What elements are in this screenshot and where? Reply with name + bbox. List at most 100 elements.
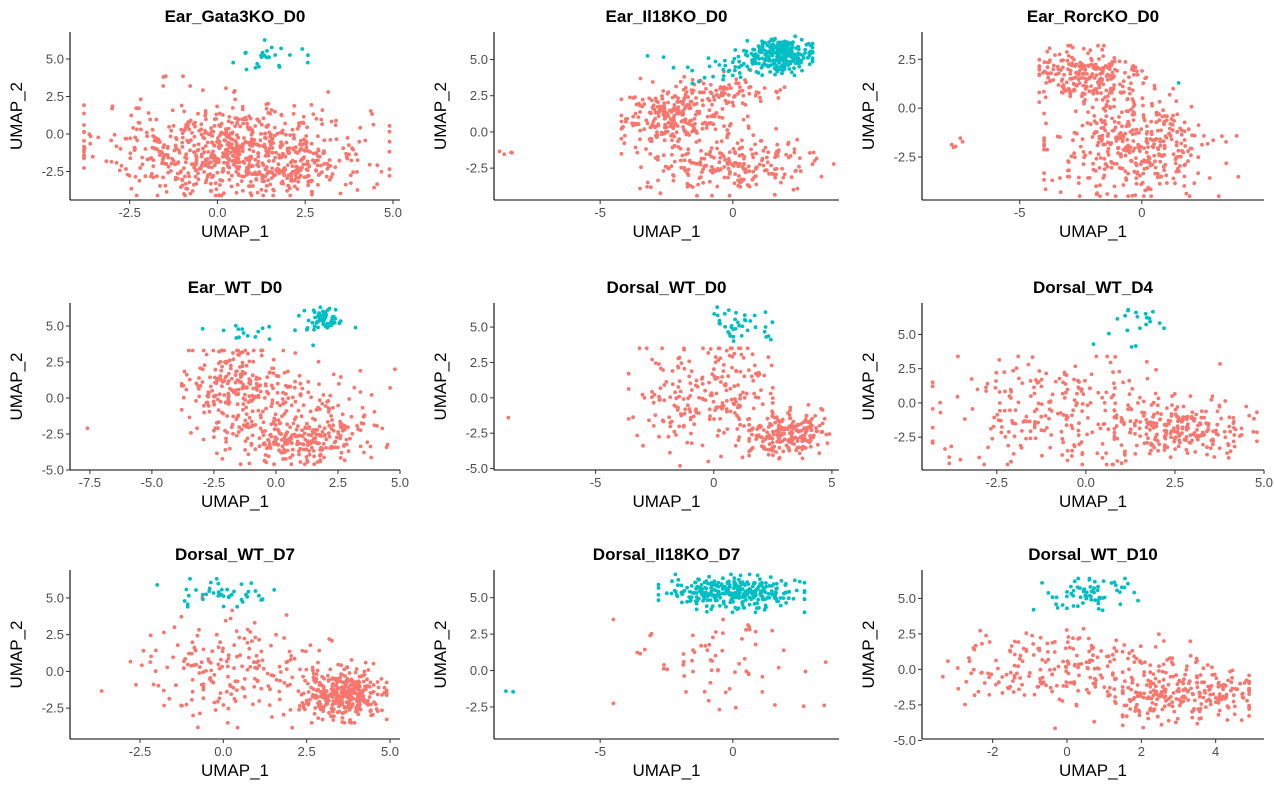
data-point [1055, 134, 1060, 139]
data-point [1117, 136, 1122, 141]
data-point [302, 308, 307, 313]
data-point [726, 175, 730, 180]
data-point [760, 690, 765, 694]
data-point [1094, 87, 1099, 92]
data-point [726, 100, 731, 104]
data-point [1157, 99, 1162, 104]
data-point [152, 138, 157, 143]
data-point [290, 725, 295, 730]
data-point [232, 162, 236, 167]
data-point [369, 708, 373, 713]
data-point [204, 130, 208, 135]
data-point [730, 365, 734, 370]
x-axis-title: UMAP_1 [201, 222, 269, 241]
data-point [745, 328, 750, 333]
data-point [297, 121, 301, 125]
data-point [253, 124, 258, 128]
data-point [715, 305, 720, 310]
data-point [717, 321, 722, 326]
data-point [82, 139, 86, 143]
data-point [264, 106, 269, 111]
data-point [676, 139, 680, 144]
data-point [173, 162, 177, 167]
data-point [202, 150, 207, 155]
data-point [271, 357, 276, 362]
data-point [342, 444, 346, 448]
data-point [1149, 194, 1154, 199]
data-point [248, 630, 253, 634]
data-point [779, 180, 783, 185]
cluster-1-points [200, 305, 358, 348]
data-point [742, 313, 747, 318]
data-point [1146, 154, 1151, 159]
data-point [1134, 156, 1138, 161]
data-point [682, 411, 687, 416]
data-point [286, 396, 291, 400]
data-point [240, 327, 245, 331]
x-tick-label: -7.5 [79, 475, 101, 490]
data-point [1162, 119, 1167, 124]
data-point [302, 155, 306, 160]
data-point [740, 637, 744, 641]
data-point [302, 431, 307, 436]
data-point [985, 381, 990, 386]
data-point [747, 602, 752, 607]
data-point [1186, 127, 1191, 132]
data-point [259, 122, 264, 127]
data-point [336, 403, 340, 408]
data-point [1058, 176, 1062, 180]
data-point [268, 687, 272, 692]
data-point [1175, 424, 1180, 429]
data-point [341, 146, 346, 151]
data-point [1104, 74, 1109, 78]
data-point [1033, 436, 1038, 441]
data-point [757, 606, 761, 610]
data-point [219, 587, 224, 592]
data-point [328, 138, 333, 142]
data-point [288, 708, 293, 712]
data-point [296, 424, 300, 428]
data-point [242, 423, 247, 428]
data-point [85, 426, 90, 431]
y-tick-label: -2.5 [42, 701, 64, 716]
data-point [82, 130, 86, 135]
data-point [216, 426, 220, 431]
data-point [282, 173, 287, 178]
data-point [241, 402, 246, 406]
data-point [984, 389, 988, 393]
data-point [225, 414, 230, 418]
data-point [808, 434, 813, 438]
data-point [128, 151, 133, 156]
data-point [700, 98, 705, 103]
data-point [319, 117, 324, 122]
data-point [1182, 184, 1187, 188]
data-point [742, 395, 747, 400]
data-point [250, 423, 255, 428]
data-point [215, 699, 220, 704]
data-point [682, 158, 687, 163]
data-point [371, 122, 376, 127]
data-point [681, 111, 686, 115]
data-point [658, 397, 662, 402]
y-tick-label: -2.5 [894, 430, 916, 445]
data-point [713, 408, 718, 412]
data-point [216, 581, 221, 586]
data-point [259, 686, 264, 691]
data-point [333, 445, 338, 450]
data-point [653, 156, 658, 160]
data-point [730, 60, 735, 65]
data-point [719, 139, 724, 144]
data-point [761, 439, 765, 444]
data-point [314, 672, 319, 676]
y-tick-label: 2.5 [46, 627, 64, 642]
data-point [1045, 65, 1050, 70]
data-point [1045, 49, 1050, 54]
data-point [801, 420, 806, 424]
data-point [362, 669, 367, 674]
data-point [330, 702, 335, 707]
data-point [256, 154, 261, 159]
data-point [1144, 417, 1149, 422]
data-point [289, 160, 293, 165]
data-point [1188, 146, 1193, 151]
data-point [1120, 84, 1125, 89]
